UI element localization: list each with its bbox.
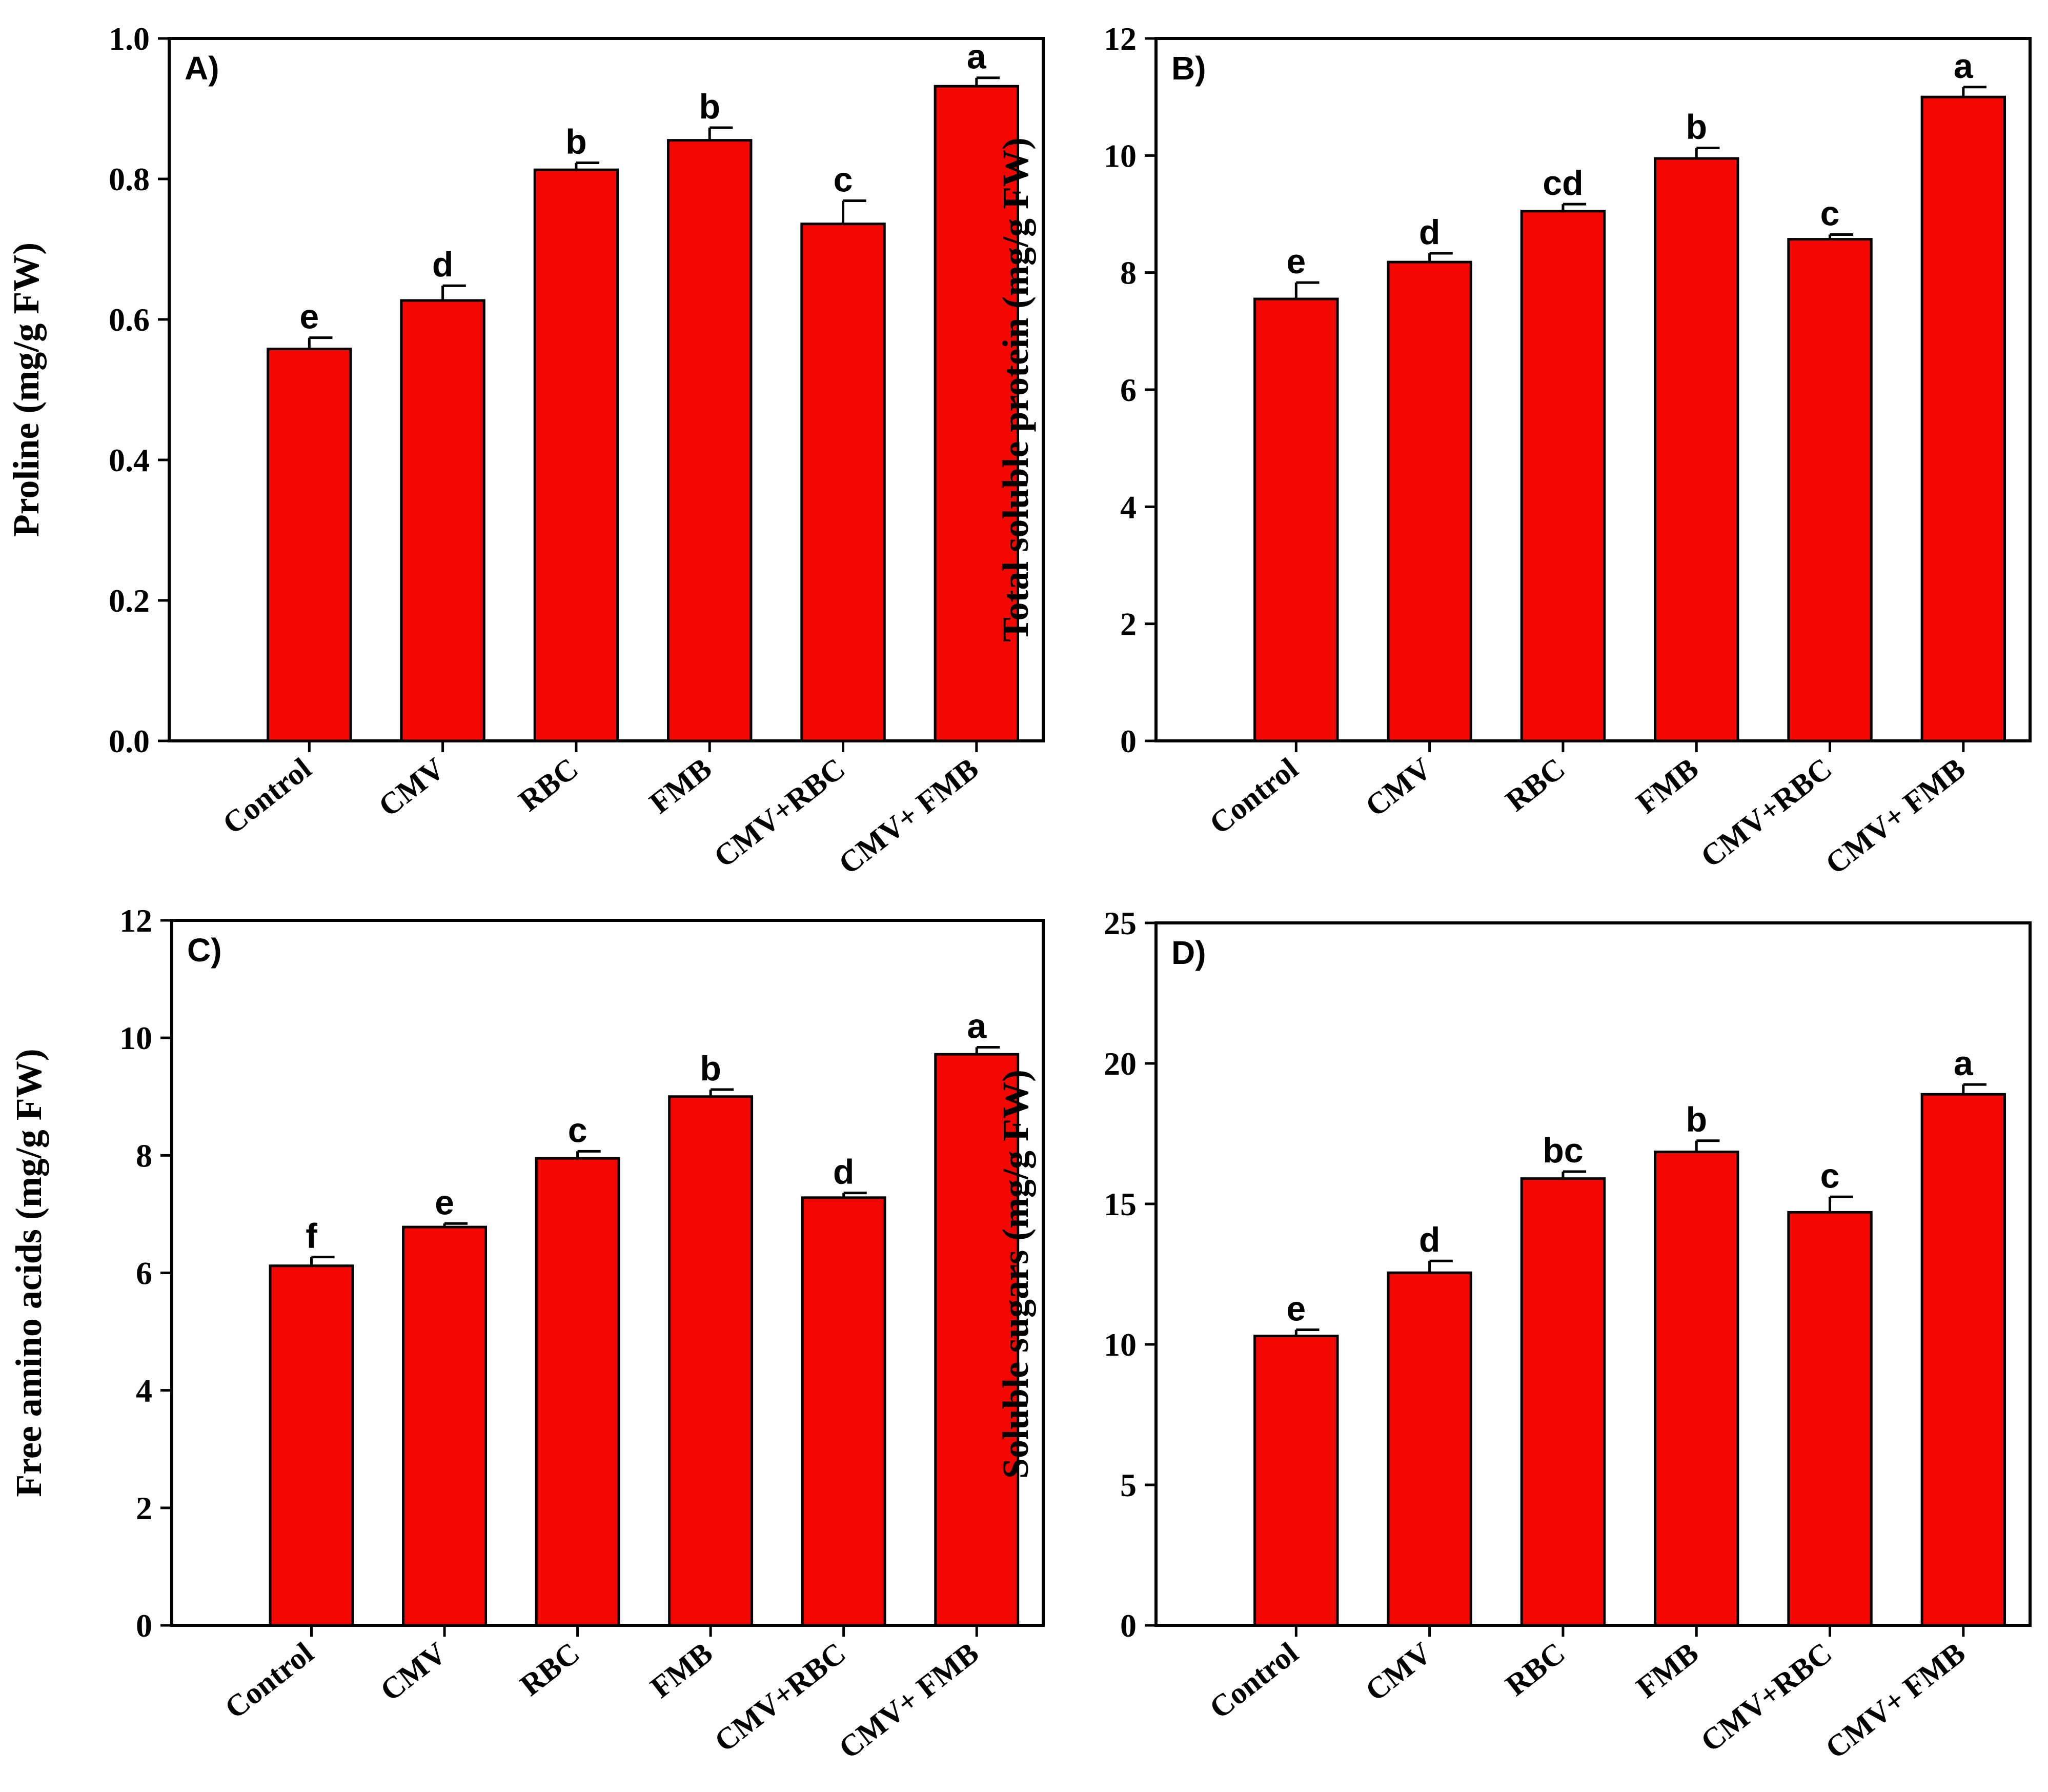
- panel-label: B): [1171, 50, 1206, 87]
- y-tick-label: 12: [119, 902, 152, 939]
- bar-cmv-rbc: [1787, 1211, 1873, 1627]
- significance-label: a: [967, 1007, 987, 1046]
- bar-control: [1253, 1335, 1339, 1627]
- bar-cmv: [402, 1225, 488, 1627]
- panel-label: D): [1171, 934, 1206, 971]
- significance-label: a: [1954, 47, 1974, 86]
- significance-label: d: [833, 1153, 855, 1192]
- bar-fmb: [1654, 1151, 1739, 1627]
- y-tick-label: 0.4: [109, 442, 150, 478]
- bar-control: [269, 1264, 354, 1627]
- bar-control: [1253, 297, 1339, 742]
- significance-label: b: [565, 122, 587, 161]
- bar-cmv-rbc: [1787, 238, 1873, 742]
- y-tick-label: 25: [1104, 905, 1137, 941]
- y-tick-label: 0: [136, 1607, 152, 1644]
- y-tick-label: 1.0: [109, 21, 150, 57]
- y-tick-label: 6: [136, 1255, 152, 1292]
- bar-cmv-rbc: [800, 223, 886, 742]
- significance-label: d: [1419, 213, 1441, 252]
- significance-label: a: [967, 37, 987, 76]
- y-tick-label: 15: [1104, 1186, 1137, 1222]
- bar-fmb: [1654, 157, 1739, 742]
- bar-control: [267, 348, 352, 742]
- significance-label: b: [699, 87, 720, 126]
- y-tick-label: 0.0: [109, 723, 150, 759]
- y-tick-label: 0.8: [109, 161, 150, 197]
- bar-cmv-fmb: [1920, 95, 2006, 742]
- y-tick-label: 8: [136, 1137, 152, 1174]
- y-tick-label: 5: [1120, 1467, 1137, 1503]
- significance-label: d: [1419, 1220, 1441, 1259]
- y-axis-label: Total soluble protein (mg/g FW): [995, 137, 1036, 642]
- bar-fmb: [668, 1095, 754, 1627]
- y-tick-label: 10: [1104, 137, 1137, 174]
- y-tick-label: 8: [1120, 255, 1137, 291]
- panel-label: A): [185, 50, 219, 87]
- significance-label: cd: [1543, 164, 1583, 203]
- significance-label: a: [1954, 1044, 1974, 1083]
- y-tick-label: 0.6: [109, 301, 150, 338]
- y-tick-label: 4: [1120, 489, 1137, 525]
- panel-label: C): [187, 932, 222, 969]
- y-tick-label: 20: [1104, 1045, 1137, 1082]
- y-tick-label: 2: [1120, 606, 1137, 642]
- bar-cmv-fmb: [1920, 1093, 2006, 1627]
- significance-label: e: [299, 297, 319, 336]
- significance-label: d: [432, 245, 454, 284]
- y-tick-label: 0: [1120, 723, 1137, 759]
- bar-fmb: [667, 139, 753, 742]
- panel-c: C) Free amino acids (mg/g FW) 0 2 4 6 8 10 12 f…: [8, 902, 1045, 1765]
- significance-label: f: [306, 1217, 317, 1256]
- y-tick-label: 6: [1120, 372, 1137, 408]
- significance-label: b: [1686, 1100, 1707, 1139]
- y-tick-label: 0: [1120, 1607, 1137, 1644]
- bar-cmv: [1387, 1271, 1472, 1627]
- significance-label: c: [834, 160, 853, 199]
- significance-label: c: [568, 1111, 587, 1150]
- y-tick-label: 2: [136, 1490, 152, 1526]
- bar-rbc: [533, 168, 619, 742]
- y-tick-label: 10: [1104, 1326, 1137, 1363]
- y-axis-label: Free amino acids (mg/g FW): [8, 1049, 49, 1497]
- y-tick-label: 10: [119, 1020, 152, 1056]
- y-tick-label: 4: [136, 1373, 152, 1409]
- bar-rbc: [1520, 1177, 1606, 1627]
- bar-cmv-fmb: [934, 1053, 1020, 1627]
- significance-label: e: [1286, 1290, 1306, 1328]
- bar-cmv: [400, 299, 485, 742]
- y-tick-label: 0.2: [109, 582, 150, 619]
- bar-cmv: [1387, 260, 1472, 742]
- significance-label: c: [1820, 1156, 1840, 1195]
- significance-label: c: [1820, 194, 1840, 233]
- bar-rbc: [535, 1157, 620, 1627]
- y-axis-label: Soluble sugars (mg/g FW): [995, 1070, 1036, 1479]
- bar-cmv-rbc: [801, 1196, 886, 1627]
- bar-cmv-fmb: [934, 85, 1020, 742]
- significance-label: e: [435, 1183, 454, 1222]
- bar-rbc: [1520, 210, 1606, 742]
- significance-label: e: [1286, 242, 1306, 281]
- y-axis-label: Proline (mg/g FW): [6, 243, 47, 537]
- significance-label: bc: [1543, 1131, 1583, 1170]
- panel-a: A) Proline (mg/g FW) 0.0 0.2 0.4 0.6 0.8 1.0 e…: [6, 21, 1045, 881]
- y-tick-label: 12: [1104, 21, 1137, 57]
- significance-label: b: [1686, 107, 1707, 146]
- significance-label: b: [700, 1049, 721, 1088]
